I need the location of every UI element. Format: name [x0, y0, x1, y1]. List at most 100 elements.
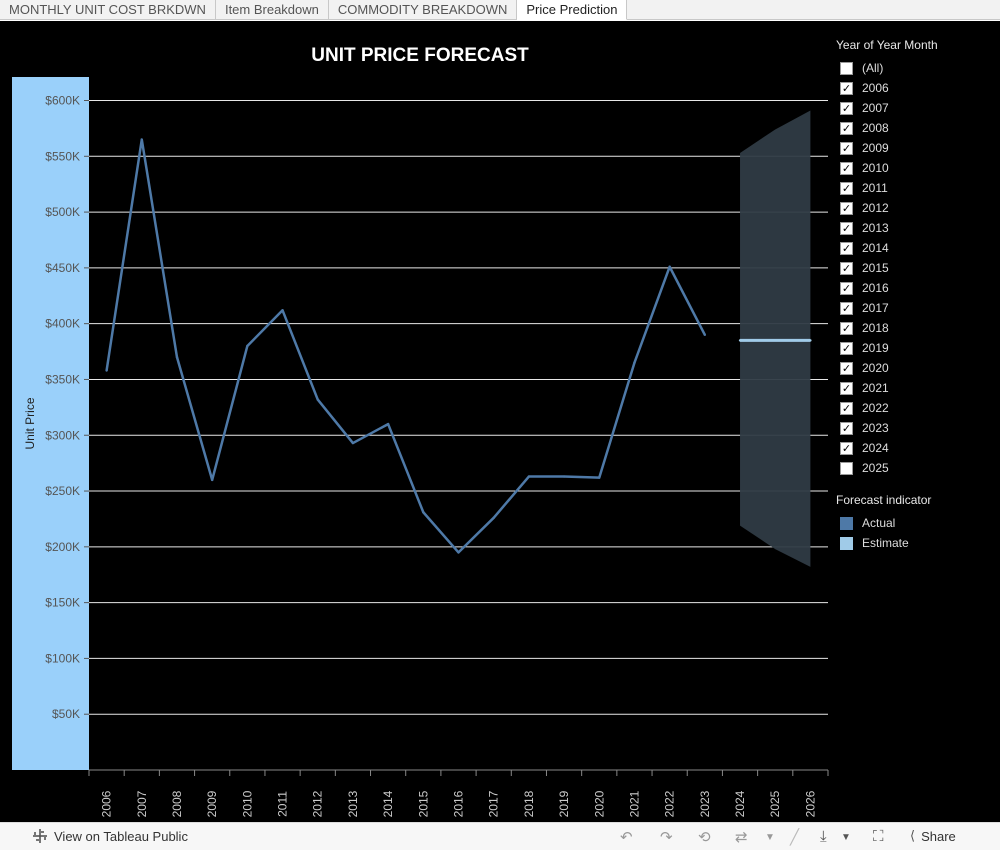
revert-icon[interactable]: ⟲ [698, 829, 711, 846]
year-filter-item[interactable]: 2025 [836, 458, 996, 478]
checkbox[interactable]: ✓ [840, 161, 853, 175]
year-filter-item[interactable]: ✓ 2018 [836, 318, 996, 338]
year-filter-label: 2016 [862, 281, 889, 295]
year-filter-item[interactable]: ✓ 2023 [836, 418, 996, 438]
y-tick-label: $400K [45, 317, 80, 331]
refresh-icon[interactable]: ⇄ [735, 829, 748, 846]
year-filter-label: 2022 [862, 401, 889, 415]
checkbox[interactable]: ✓ [840, 81, 853, 95]
y-tick-label: $300K [45, 428, 80, 442]
year-filter-item[interactable]: ✓ 2021 [836, 378, 996, 398]
fullscreen-icon[interactable]: ⛶ [873, 828, 884, 845]
checkbox[interactable]: ✓ [840, 321, 853, 335]
filter-panel: Year of Year Month (All) ✓ 2006 ✓ 2007 ✓ 2008 ✓… [836, 37, 996, 553]
y-tick-label: $50K [52, 707, 80, 721]
x-tick-label: 2024 [733, 790, 747, 817]
year-filter-item[interactable]: ✓ 2016 [836, 278, 996, 298]
year-filter-label: 2007 [862, 101, 889, 115]
year-filter-item[interactable]: ✓ 2012 [836, 198, 996, 218]
data-point [668, 265, 671, 268]
legend-swatch [840, 536, 853, 550]
checkbox[interactable]: ✓ [840, 261, 853, 275]
checkbox[interactable]: ✓ [840, 101, 853, 115]
sheet-tab[interactable]: Item Breakdown [216, 0, 329, 20]
checkbox[interactable]: ✓ [840, 301, 853, 315]
year-filter-item[interactable]: ✓ 2017 [836, 298, 996, 318]
checkbox[interactable]: ✓ [840, 361, 853, 375]
redo-icon[interactable]: ↷ [660, 829, 673, 846]
year-filter-item[interactable]: ✓ 2022 [836, 398, 996, 418]
data-point [457, 551, 460, 554]
year-filter-item[interactable]: ✓ 2013 [836, 218, 996, 238]
x-tick-label: 2012 [311, 790, 325, 817]
year-filter-item[interactable]: ✓ 2020 [836, 358, 996, 378]
x-tick-label: 2026 [803, 790, 817, 817]
view-on-tableau-public-link[interactable]: View on Tableau Public [32, 828, 188, 844]
year-filter-item[interactable]: ✓ 2010 [836, 158, 996, 178]
checkbox[interactable]: ✓ [840, 141, 853, 155]
x-tick-label: 2013 [346, 790, 360, 817]
download-dropdown-icon[interactable]: ▼ [841, 832, 851, 843]
y-tick-label: $350K [45, 372, 80, 386]
x-tick-label: 2023 [698, 790, 712, 817]
y-tick-label: $450K [45, 261, 80, 275]
year-filter-label: 2018 [862, 321, 889, 335]
year-filter-item[interactable]: (All) [836, 58, 996, 78]
year-filter-item[interactable]: ✓ 2011 [836, 178, 996, 198]
checkbox[interactable]: ✓ [840, 441, 853, 455]
x-tick-label: 2025 [768, 790, 782, 817]
year-filter-item[interactable]: ✓ 2009 [836, 138, 996, 158]
checkbox[interactable] [840, 61, 853, 75]
download-icon[interactable]: ⤓ [820, 828, 827, 845]
year-filter-list: (All) ✓ 2006 ✓ 2007 ✓ 2008 ✓ 2009 ✓ 2010 ✓ 2011 ✓ 2012… [836, 58, 996, 478]
data-point [562, 475, 566, 478]
x-tick-label: 2007 [135, 790, 149, 817]
x-tick-label: 2019 [557, 790, 571, 817]
sheet-tab[interactable]: MONTHLY UNIT COST BRKDWN [0, 0, 216, 20]
checkbox[interactable]: ✓ [840, 121, 853, 135]
year-filter-item[interactable]: ✓ 2014 [836, 238, 996, 258]
year-filter-item[interactable]: ✓ 2007 [836, 98, 996, 118]
year-filter-item[interactable]: ✓ 2006 [836, 78, 996, 98]
actual-series-line [105, 138, 706, 554]
checkbox[interactable]: ✓ [840, 421, 853, 435]
chart-title: UNIT PRICE FORECAST [311, 45, 529, 66]
year-filter-label: 2014 [862, 241, 889, 255]
year-filter-label: 2011 [862, 181, 888, 195]
data-point [105, 369, 108, 372]
year-filter-label: 2021 [862, 381, 889, 395]
checkbox[interactable]: ✓ [840, 221, 853, 235]
checkbox[interactable]: ✓ [840, 281, 853, 295]
year-filter-item[interactable]: ✓ 2019 [836, 338, 996, 358]
y-axis-label: Unit Price [23, 397, 37, 449]
sheet-tab[interactable]: Price Prediction [517, 0, 628, 20]
checkbox[interactable]: ✓ [840, 201, 853, 215]
y-tick-label: $600K [45, 94, 80, 108]
year-filter-item[interactable]: ✓ 2015 [836, 258, 996, 278]
x-tick-label: 2016 [452, 790, 466, 817]
year-filter-item[interactable]: ✓ 2024 [836, 438, 996, 458]
undo-icon[interactable]: ↶ [620, 829, 633, 846]
legend-label: Estimate [862, 536, 909, 550]
checkbox[interactable]: ✓ [840, 181, 853, 195]
y-tick-label: $500K [45, 205, 80, 219]
checkbox[interactable]: ✓ [840, 401, 853, 415]
share-button[interactable]: ⟨ Share [910, 828, 956, 844]
legend-item[interactable]: Estimate [836, 533, 996, 553]
checkbox[interactable]: ✓ [840, 341, 853, 355]
data-point [210, 478, 214, 482]
sheet-tab[interactable]: COMMODITY BREAKDOWN [329, 0, 518, 20]
checkbox[interactable]: ✓ [840, 241, 853, 255]
checkbox[interactable] [840, 461, 853, 475]
refresh-dropdown-icon[interactable]: ▼ [765, 832, 775, 843]
checkbox[interactable]: ✓ [840, 381, 853, 395]
x-tick-label: 2010 [240, 790, 254, 817]
prediction-interval-band [740, 110, 811, 567]
legend-item[interactable]: Actual [836, 513, 996, 533]
year-filter-item[interactable]: ✓ 2008 [836, 118, 996, 138]
y-tick-label: $100K [45, 651, 80, 665]
data-point [492, 516, 495, 520]
y-tick-label: $250K [45, 484, 80, 498]
year-filter-label: 2008 [862, 121, 889, 135]
data-point [140, 138, 143, 141]
